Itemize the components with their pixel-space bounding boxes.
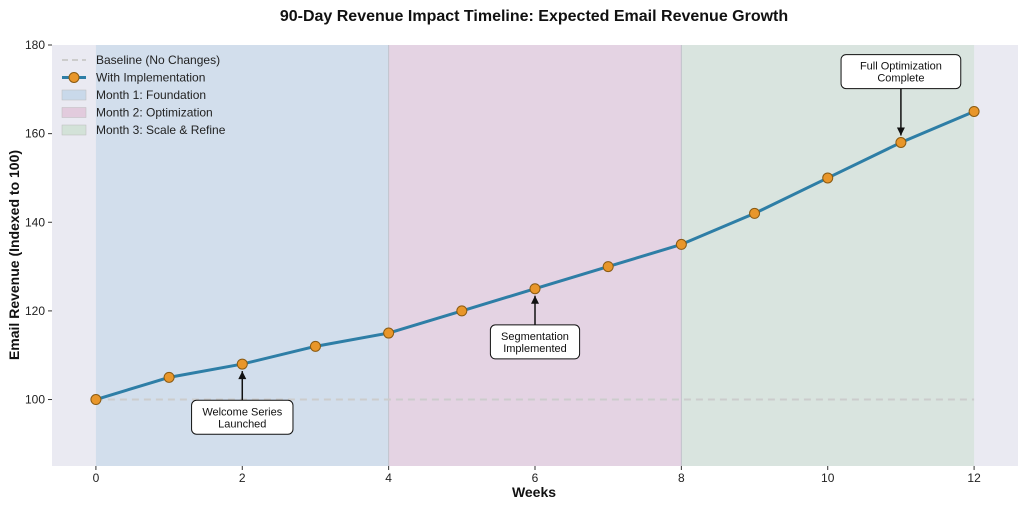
legend-item-with-implementation: With Implementation <box>62 71 205 85</box>
region-month-2-optimization <box>388 45 682 466</box>
legend-swatch <box>61 89 87 101</box>
data-markers <box>90 105 980 406</box>
annotation-text: Full Optimization <box>860 61 942 73</box>
legend-label: Month 2: Optimization <box>96 106 213 120</box>
legend: Baseline (No Changes) With Implementation… <box>61 53 226 137</box>
x-tick-label: 12 <box>967 471 981 485</box>
x-tick-label: 2 <box>239 471 246 485</box>
legend-marker <box>68 72 80 83</box>
data-point <box>675 238 687 250</box>
legend-label: Month 1: Foundation <box>96 88 206 102</box>
x-tick-label: 4 <box>385 471 392 485</box>
annotation-box <box>840 54 962 90</box>
data-point <box>90 394 102 406</box>
x-tick-label: 6 <box>532 471 539 485</box>
legend-label: With Implementation <box>96 71 205 85</box>
annotation-arrow-head <box>531 295 539 304</box>
legend-label: Baseline (No Changes) <box>96 53 220 67</box>
annotation-text: Launched <box>218 418 266 430</box>
data-point <box>602 261 614 273</box>
y-tick-label: 160 <box>25 127 45 141</box>
legend-item-month-3-scale-refine: Month 3: Scale & Refine <box>61 123 226 137</box>
y-axis-ticks: 100 120 140 160 180 <box>25 38 52 407</box>
data-point <box>895 136 907 148</box>
legend-item-baseline-no-changes: Baseline (No Changes) <box>62 53 220 67</box>
annotation-box <box>489 324 581 360</box>
data-point <box>309 340 321 352</box>
data-point <box>822 172 834 184</box>
x-axis-ticks: 0 2 4 6 8 10 12 <box>93 466 981 485</box>
y-tick-label: 100 <box>25 393 45 407</box>
annotation-box <box>191 399 294 435</box>
legend-swatch <box>61 107 87 118</box>
month-regions <box>95 45 975 466</box>
x-tick-label: 8 <box>678 471 685 485</box>
y-axis-label: Email Revenue (Indexed to 100) <box>6 150 22 360</box>
annotation-text: Complete <box>877 73 924 85</box>
data-point <box>163 371 175 383</box>
annotation-text: Segmentation <box>501 331 569 343</box>
legend-item-month-1-foundation: Month 1: Foundation <box>61 88 206 102</box>
data-point <box>236 358 248 370</box>
annotation-arrow-head <box>238 371 247 380</box>
y-tick-label: 140 <box>25 215 45 229</box>
data-point <box>456 305 468 317</box>
x-tick-label: 10 <box>821 471 835 485</box>
y-tick-label: 180 <box>25 38 45 52</box>
data-point <box>529 283 541 295</box>
chart-title: 90-Day Revenue Impact Timeline: Expected… <box>280 8 788 25</box>
x-axis-label: Weeks <box>512 484 556 500</box>
x-tick-label: 0 <box>93 471 100 485</box>
data-point <box>749 207 761 219</box>
y-tick-label: 120 <box>25 304 45 318</box>
region-month-3-scale-refine <box>681 45 975 466</box>
annotation-text: Implemented <box>503 343 567 355</box>
legend-label: Month 3: Scale & Refine <box>96 123 226 137</box>
annotation-text: Welcome Series <box>202 406 282 418</box>
legend-item-month-2-optimization: Month 2: Optimization <box>61 106 213 120</box>
data-point <box>383 327 395 339</box>
annotation-arrow-head <box>896 127 905 136</box>
data-point <box>968 105 980 117</box>
legend-swatch <box>61 124 87 136</box>
